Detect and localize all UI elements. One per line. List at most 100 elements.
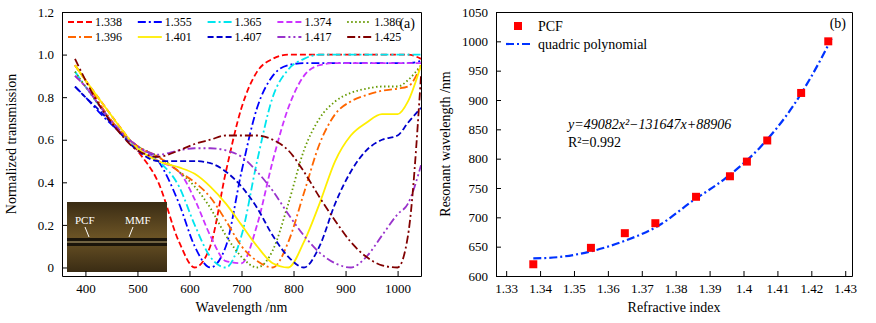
- legend-swatch: [347, 21, 371, 23]
- legend-entry: 1.396: [68, 30, 122, 44]
- x-tick-label: 800: [284, 281, 304, 296]
- y-tick-label: 750: [469, 181, 489, 196]
- data-point: [797, 89, 805, 97]
- x-tick-mark: [346, 271, 347, 276]
- x-tick: 1.37: [631, 271, 654, 296]
- x-tick: 1.42: [800, 271, 823, 296]
- y-tick: 0.6: [38, 132, 67, 147]
- x-tick: 1.43: [834, 271, 857, 296]
- legend-label: 1.338: [95, 15, 122, 29]
- y-tick-mark: [496, 129, 501, 130]
- frame-line: [63, 12, 422, 13]
- x-tick-label: 1.43: [834, 281, 857, 296]
- x-tick-mark: [845, 271, 846, 276]
- y-tick-label: 1000: [462, 34, 488, 49]
- legend-entry: 1.407: [208, 30, 262, 44]
- x-tick-mark: [744, 271, 745, 276]
- x-tick: 600: [180, 271, 200, 296]
- y-tick-mark: [62, 140, 67, 141]
- legend-entry: 1.374: [277, 15, 331, 29]
- legend-entry: 1.365: [208, 15, 262, 29]
- panel-label: (a): [399, 16, 415, 32]
- y-tick: 0.2: [38, 218, 67, 233]
- x-tick-mark: [574, 271, 575, 276]
- x-axis-title: Wavelength /nm: [196, 300, 288, 315]
- inset-fiber: [67, 238, 167, 246]
- y-tick-label: 850: [469, 122, 489, 137]
- x-tick-label: 1.41: [767, 281, 790, 296]
- inset-label: MMF: [125, 214, 151, 226]
- data-point: [621, 229, 629, 237]
- legend-label: 1.417: [304, 30, 331, 44]
- axis-line: [62, 13, 63, 277]
- x-tick: 400: [76, 271, 96, 296]
- x-tick-label: 1.34: [529, 281, 552, 296]
- y-tick: 950: [469, 63, 502, 78]
- x-axis: 1.331.341.351.361.371.381.391.41.411.421…: [495, 271, 857, 296]
- x-tick: 1.38: [665, 271, 688, 296]
- x-tick-label: 1000: [385, 281, 411, 296]
- data-point: [824, 37, 832, 45]
- x-tick-mark: [137, 271, 138, 276]
- x-tick-mark: [676, 271, 677, 276]
- x-tick-label: 1.35: [563, 281, 586, 296]
- data-point: [587, 244, 595, 252]
- y-tick-label: 700: [469, 210, 489, 225]
- panel-label: (b): [830, 16, 847, 32]
- legend-swatch: [208, 21, 232, 23]
- y-tick-label: 1.2: [38, 5, 54, 20]
- x-tick-label: 600: [180, 281, 200, 296]
- y-tick-label: 0.4: [38, 175, 55, 190]
- legend-entry: 1.386: [347, 15, 401, 29]
- legend-entry: 1.401: [138, 30, 192, 44]
- y-tick-label: 0.8: [38, 90, 54, 105]
- legend-label: 1.374: [304, 15, 331, 29]
- legend-entry: 1.417: [277, 30, 331, 44]
- x-tick: 500: [128, 271, 148, 296]
- y-tick: 700: [469, 210, 502, 225]
- x-tick: 1.33: [495, 271, 518, 296]
- y-tick-mark: [496, 247, 501, 248]
- x-tick: 1.41: [767, 271, 790, 296]
- legend-label: 1.425: [374, 30, 401, 44]
- y-tick: 0: [48, 260, 68, 275]
- legend-entry: 1.338: [68, 15, 122, 29]
- legend-swatch: [68, 21, 92, 23]
- data-point: [651, 219, 659, 227]
- frame-right: [852, 13, 853, 277]
- x-axis-title: Refractive index: [628, 300, 721, 315]
- inset-arrow: [129, 227, 133, 237]
- y-tick-mark: [496, 100, 501, 101]
- y-tick-mark: [496, 159, 501, 160]
- legend-label: 1.365: [235, 15, 262, 29]
- legend-label: 1.407: [235, 30, 262, 44]
- frame-right: [421, 13, 422, 277]
- y-tick-label: 950: [469, 63, 489, 78]
- legend-label: 1.401: [165, 30, 192, 44]
- legend: 1.3381.3551.3651.3741.3861.3961.4011.407…: [68, 15, 401, 44]
- y-tick: 800: [469, 151, 502, 166]
- y-tick-mark: [496, 217, 501, 218]
- y-tick-label: 900: [469, 93, 489, 108]
- fit-line: [533, 38, 831, 258]
- y-tick-mark: [62, 225, 67, 226]
- x-tick: 1000: [385, 271, 411, 296]
- figure: PCFMMF1.3381.3551.3651.3741.3861.3961.40…: [0, 0, 876, 323]
- data-point: [743, 158, 751, 166]
- x-tick-label: 1.36: [597, 281, 620, 296]
- y-tick: 750: [469, 181, 502, 196]
- x-tick: 1.4: [736, 271, 753, 296]
- y-tick: 1.0: [38, 47, 67, 62]
- annotation: R²=0.992: [568, 135, 621, 150]
- inset-background: [67, 202, 167, 272]
- legend-swatch: [506, 43, 532, 45]
- x-tick-mark: [189, 271, 190, 276]
- x-tick-mark: [242, 271, 243, 276]
- frame-top: [63, 12, 422, 13]
- y-tick-label: 600: [469, 269, 489, 284]
- y-tick-mark: [496, 276, 501, 277]
- data-point: [726, 172, 734, 180]
- y-tick-mark: [62, 55, 67, 56]
- y-tick-mark: [62, 267, 67, 268]
- frame-top: [497, 12, 853, 13]
